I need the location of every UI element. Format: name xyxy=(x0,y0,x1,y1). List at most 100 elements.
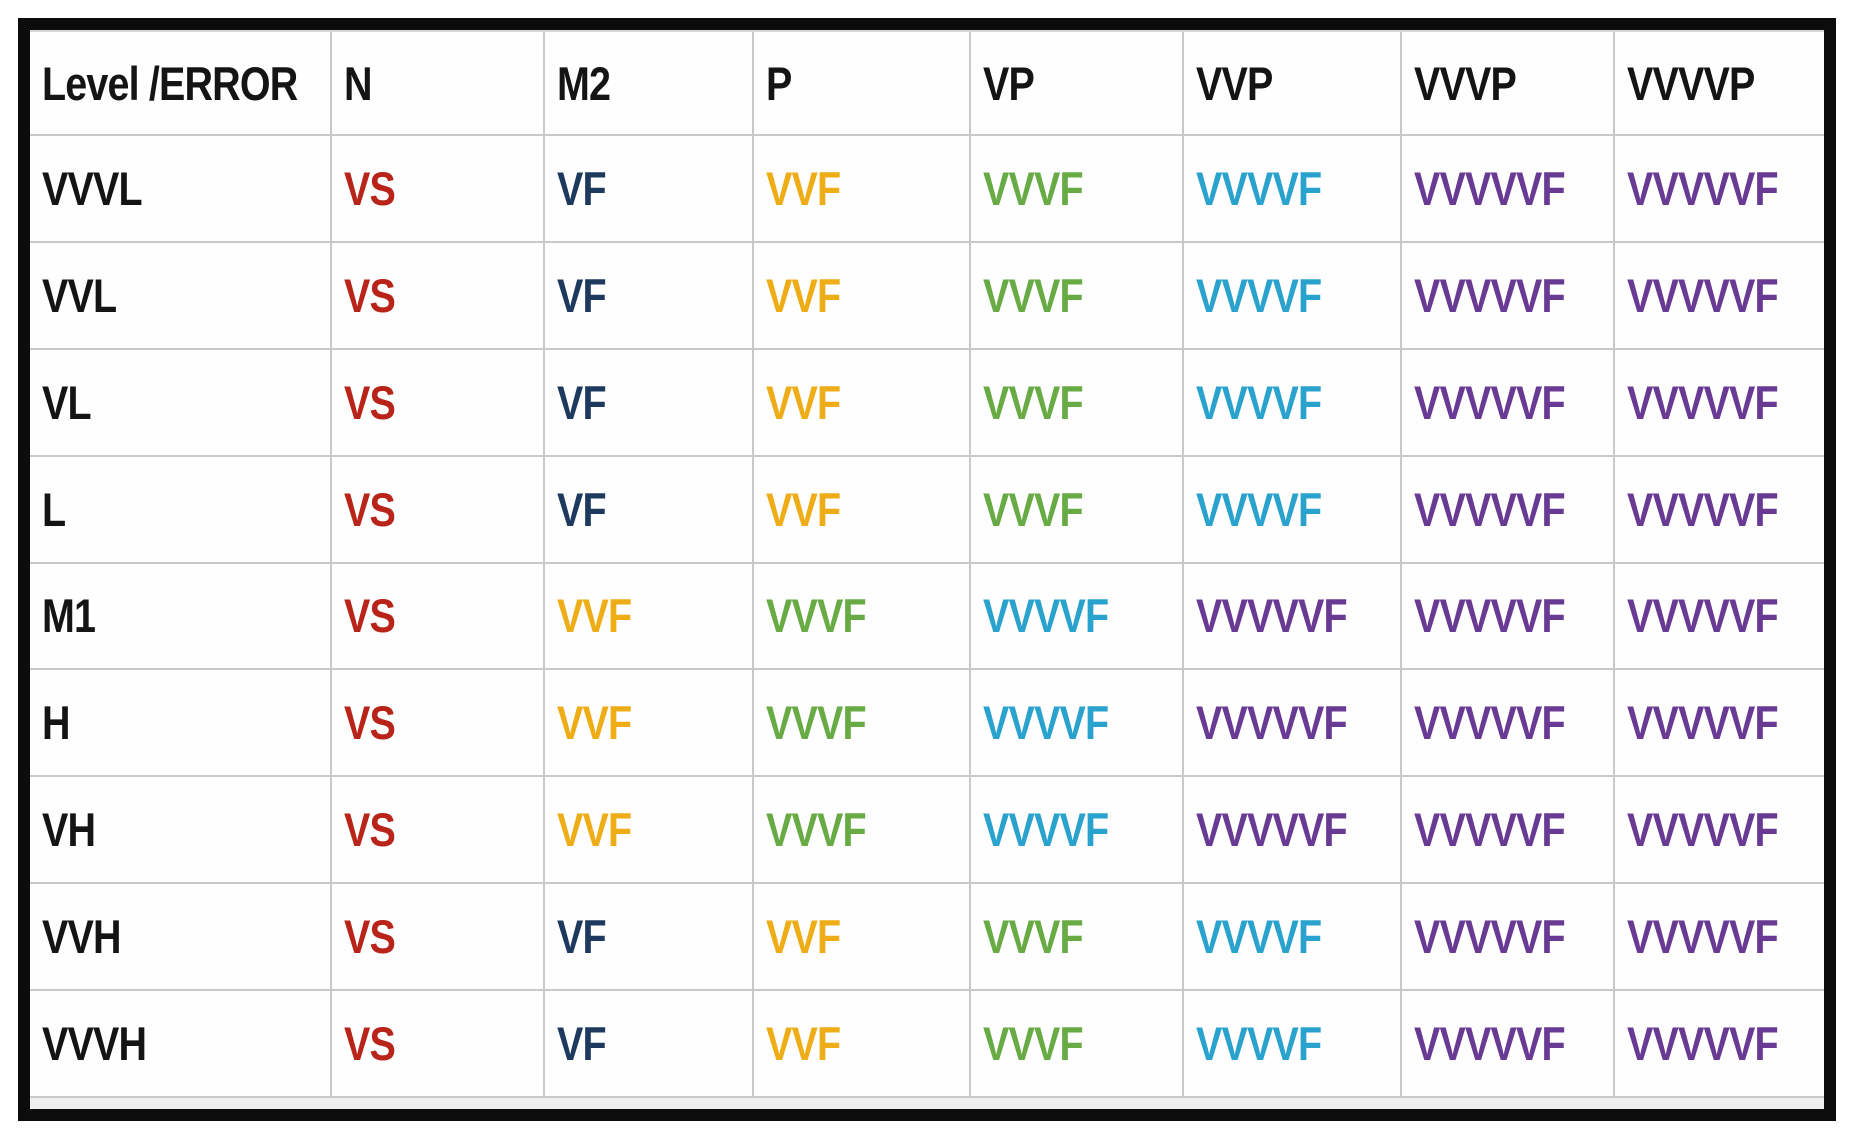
column-header-vvp: VVP xyxy=(1184,32,1400,134)
table-cell: VS xyxy=(332,136,543,241)
column-header-label: VVVP xyxy=(1414,56,1517,110)
table-cell: VVVVF xyxy=(1184,991,1400,1096)
table-cell: VVVVVF xyxy=(1402,563,1613,669)
table-cell: VVVF xyxy=(971,884,1182,990)
table-cell: VVVF xyxy=(971,991,1182,1096)
cell-value: VVVVVF xyxy=(1196,803,1348,857)
row-label-vvvh: VVVH xyxy=(30,991,330,1096)
cell-value: VVVVVF xyxy=(1414,910,1566,964)
column-header-label: P xyxy=(766,56,792,110)
cell-value: VVVF xyxy=(983,910,1084,964)
row-label-text: VVVH xyxy=(42,1017,147,1071)
table-cell: VVF xyxy=(545,670,752,776)
cell-value: VVVVF xyxy=(1196,910,1322,964)
cell-value: VVVVVF xyxy=(1414,1017,1566,1071)
cell-value: VVVVVF xyxy=(1414,482,1566,536)
cell-value: VVVF xyxy=(983,268,1084,322)
table-cell: VVF xyxy=(754,349,969,455)
table-cell: VF xyxy=(545,136,752,241)
column-header-label: VVVVP xyxy=(1627,56,1755,110)
cell-value: VVVVF xyxy=(1196,482,1322,536)
cell-value: VVVVF xyxy=(1196,268,1322,322)
table-cell: VVVVVF xyxy=(1402,349,1613,455)
table-cell: VVVF xyxy=(754,777,969,883)
table-cell: VVF xyxy=(754,456,969,562)
cell-value: VS xyxy=(344,375,396,429)
cell-value: VVVF xyxy=(983,375,1084,429)
cell-value: VF xyxy=(557,1017,607,1071)
table-cell: VVVF xyxy=(754,670,969,776)
table-cell: VVVVVF xyxy=(1615,884,1824,990)
cell-value: VVVVVF xyxy=(1196,589,1348,643)
table-cell: VVVVF xyxy=(971,563,1182,669)
table-cell: VVVF xyxy=(971,349,1182,455)
table-cell: VS xyxy=(332,670,543,776)
cell-value: VVVVVF xyxy=(1627,161,1779,215)
row-label-text: VVH xyxy=(42,910,121,964)
cell-value: VVVVVF xyxy=(1414,803,1566,857)
cell-value: VF xyxy=(557,482,607,536)
row-label-vvl: VVL xyxy=(30,242,330,348)
row-label-m1: M1 xyxy=(30,563,330,669)
cell-value: VVF xyxy=(557,696,632,750)
table-cell: VVVVF xyxy=(971,670,1182,776)
fuzzy-rules-table: Level /ERROR N M2 P VP VVP VVVP VVVVP VVVL VS VF V… xyxy=(30,30,1824,1109)
table-cell: VVVF xyxy=(754,563,969,669)
cell-value: VVVVF xyxy=(1196,1017,1322,1071)
cell-value: VVVVF xyxy=(983,589,1109,643)
column-header-label: M2 xyxy=(557,56,611,110)
table-cell: VVVF xyxy=(971,136,1182,241)
row-label-text: VVL xyxy=(42,268,117,322)
cell-value: VVVVF xyxy=(983,803,1109,857)
table-cell: VF xyxy=(545,884,752,990)
cell-value: VVVVF xyxy=(1196,375,1322,429)
corner-header-label: Level /ERROR xyxy=(42,56,298,110)
table-cell: VVVVF xyxy=(1184,884,1400,990)
table-cell: VVVVVF xyxy=(1615,670,1824,776)
row-label-vvvl: VVVL xyxy=(30,136,330,241)
cell-value: VVVVVF xyxy=(1627,1017,1779,1071)
cell-value: VVVF xyxy=(766,696,867,750)
cell-value: VVVVVF xyxy=(1627,696,1779,750)
cell-value: VS xyxy=(344,482,396,536)
table-cell: VVVVF xyxy=(1184,456,1400,562)
table-cell: VF xyxy=(545,991,752,1096)
cell-value: VS xyxy=(344,161,396,215)
cell-value: VS xyxy=(344,910,396,964)
column-header-vvvvp: VVVVP xyxy=(1615,32,1824,134)
table-cell: VVVVVF xyxy=(1402,777,1613,883)
cell-value: VVVVVF xyxy=(1414,589,1566,643)
table-cell: VVVVVF xyxy=(1615,563,1824,669)
table-cell: VVVVVF xyxy=(1615,991,1824,1096)
row-label-vl: VL xyxy=(30,349,330,455)
cell-value: VVVVVF xyxy=(1196,696,1348,750)
table-cell: VVVVVF xyxy=(1184,563,1400,669)
cell-value: VVVVVF xyxy=(1627,803,1779,857)
table-cell: VVF xyxy=(754,242,969,348)
table-cell: VVVVVF xyxy=(1402,242,1613,348)
column-header-label: N xyxy=(344,56,373,110)
table-cell: VVVVVF xyxy=(1402,456,1613,562)
cell-value: VVVVVF xyxy=(1627,910,1779,964)
table-cell: VVVVVF xyxy=(1402,884,1613,990)
table-cell: VS xyxy=(332,456,543,562)
table-cell: VS xyxy=(332,242,543,348)
cell-value: VVF xyxy=(557,589,632,643)
cell-value: VS xyxy=(344,803,396,857)
table-cell: VVVF xyxy=(971,456,1182,562)
cell-value: VVF xyxy=(766,482,841,536)
table-cell: VS xyxy=(332,884,543,990)
table-cell: VVF xyxy=(754,136,969,241)
row-label-h: H xyxy=(30,670,330,776)
table-frame: Level /ERROR N M2 P VP VVP VVVP VVVVP VVVL VS VF V… xyxy=(18,18,1836,1121)
row-label-text: L xyxy=(42,482,66,536)
table-cell: VVVVVF xyxy=(1402,991,1613,1096)
cell-value: VVVVVF xyxy=(1414,268,1566,322)
row-label-text: VL xyxy=(42,375,92,429)
cell-value: VVF xyxy=(766,268,841,322)
table-cell: VVVVVF xyxy=(1615,456,1824,562)
cell-value: VVF xyxy=(557,803,632,857)
table-cell: VVVVVF xyxy=(1615,136,1824,241)
table-cell: VVVF xyxy=(971,242,1182,348)
